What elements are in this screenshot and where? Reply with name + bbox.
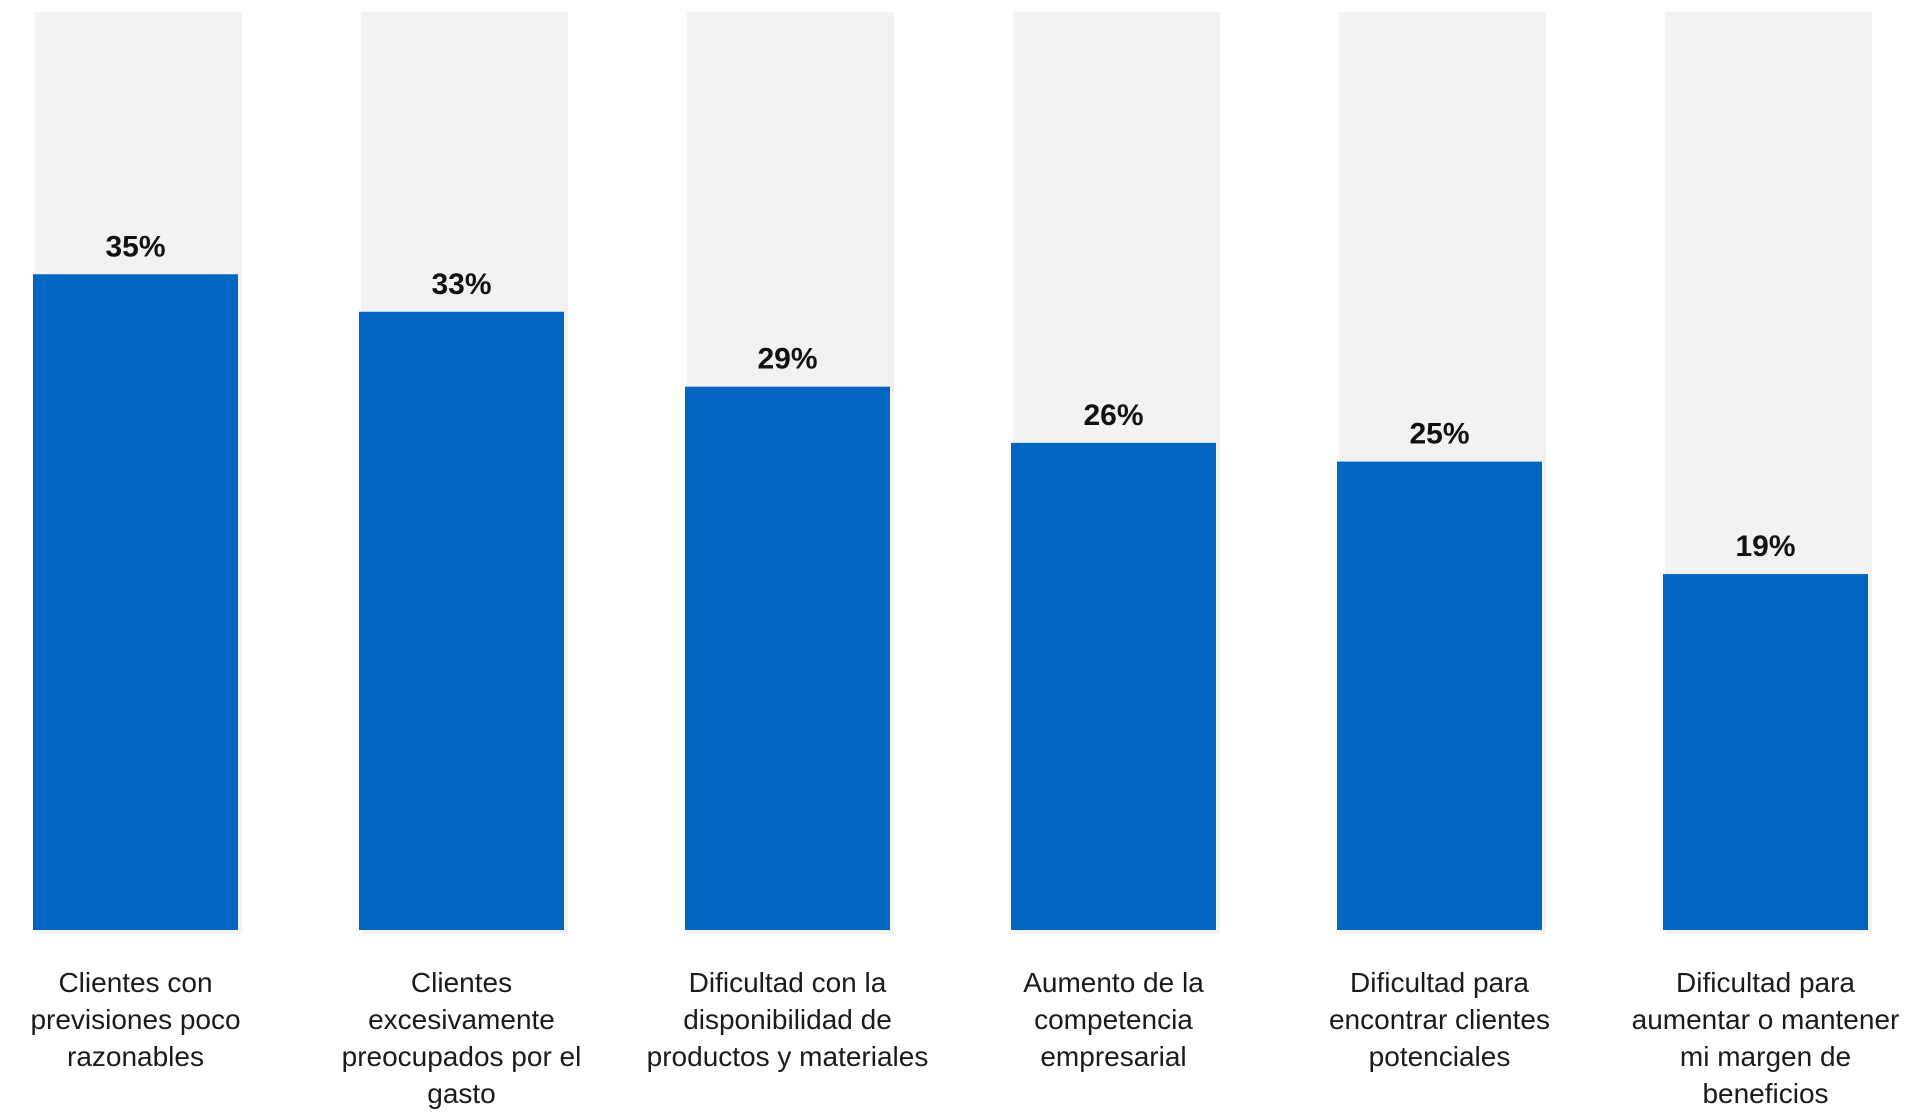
category-label-line: Aumento de la <box>1023 967 1204 998</box>
category-label-line: razonables <box>67 1041 204 1072</box>
category-labels: Clientes con previsiones poco razonablesCl… <box>30 967 1899 1109</box>
category-label-6: Dificultad para aumentar o mantener mi mar… <box>1632 967 1900 1109</box>
category-label-line: productos y materiales <box>647 1041 929 1072</box>
background-tracks <box>35 12 1872 934</box>
category-label-line: mi margen de <box>1680 1041 1851 1072</box>
category-label-line: competencia <box>1034 1004 1193 1035</box>
category-label-line: beneficios <box>1702 1078 1828 1109</box>
value-label-1: 35% <box>105 230 165 263</box>
bar-2 <box>359 311 564 930</box>
value-label-2: 33% <box>431 268 491 301</box>
value-label-5: 25% <box>1409 418 1469 451</box>
category-label-line: previsiones poco <box>30 1004 240 1035</box>
category-label-line: potenciales <box>1369 1041 1511 1072</box>
category-label-line: Clientes con <box>58 967 212 998</box>
category-label-4: Aumento de la competencia empresarial <box>1023 967 1204 1072</box>
category-label-line: Dificultad para <box>1350 967 1529 998</box>
category-label-2: Clientes excesivamente preocupados por el g… <box>342 967 582 1109</box>
value-labels: 35% 33% 29% 26% 25% 19% <box>105 230 1795 563</box>
bar-6 <box>1663 574 1868 930</box>
category-label-line: disponibilidad de <box>683 1004 892 1035</box>
bar-1 <box>33 274 238 930</box>
category-label-1: Clientes con previsiones poco razonables <box>30 967 240 1072</box>
value-label-6: 19% <box>1735 530 1795 563</box>
category-label-line: Clientes <box>411 967 512 998</box>
category-label-line: aumentar o mantener <box>1632 1004 1900 1035</box>
bar-3 <box>685 386 890 931</box>
category-label-line: Dificultad con la <box>689 967 887 998</box>
bars <box>33 274 1868 931</box>
category-label-line: Dificultad para <box>1676 967 1855 998</box>
category-label-3: Dificultad con la disponibilidad de produc… <box>647 967 929 1072</box>
bar-4 <box>1011 442 1216 930</box>
category-label-line: excesivamente <box>368 1004 555 1035</box>
category-label-line: preocupados por el <box>342 1041 582 1072</box>
category-label-line: encontrar clientes <box>1329 1004 1550 1035</box>
bar-5 <box>1337 461 1542 930</box>
category-label-line: gasto <box>427 1078 496 1109</box>
value-label-3: 29% <box>757 343 817 376</box>
value-label-4: 26% <box>1083 399 1143 432</box>
category-label-line: empresarial <box>1040 1041 1186 1072</box>
category-label-5: Dificultad para encontrar clientes potenci… <box>1329 967 1550 1072</box>
